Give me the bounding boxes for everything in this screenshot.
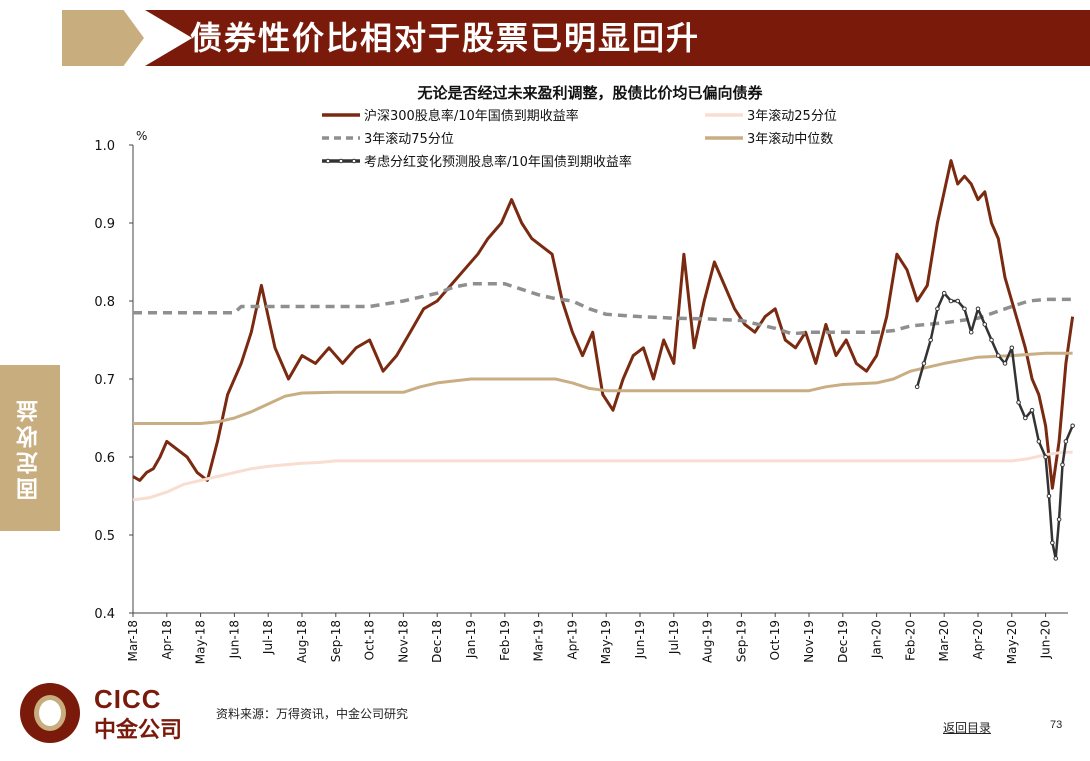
x-tick-label: May-19 — [599, 620, 613, 664]
y-tick-label: 0.7 — [94, 373, 115, 388]
series-point — [1009, 345, 1015, 351]
x-tick-label: Aug-19 — [701, 620, 715, 663]
x-tick-label: Apr-20 — [971, 620, 985, 660]
series-point — [982, 322, 988, 327]
x-tick-label: Jun-19 — [633, 620, 647, 659]
x-tick-label: Mar-18 — [126, 620, 140, 661]
x-tick-label: May-20 — [1005, 620, 1019, 664]
page-number: 73 — [1050, 719, 1063, 731]
series-point — [935, 306, 940, 312]
series-point — [928, 337, 933, 343]
x-tick-label: Feb-19 — [498, 620, 512, 661]
x-tick-label: Sep-19 — [734, 620, 748, 662]
header-banner — [145, 10, 1090, 66]
chart-axes: 1.0 0.9 0.8 0.7 0.6 0.5 0.4 Mar-18 Apr-18 May-18 J… — [94, 139, 1068, 664]
legend-label-1: 沪深300股息率/10年国债到期收益率 — [364, 108, 579, 124]
logo-text-cn: 中金公司 — [94, 718, 183, 743]
x-tick-label: Nov-19 — [802, 620, 816, 663]
x-tick-label: Dec-18 — [430, 620, 444, 663]
legend-marker — [338, 158, 344, 164]
x-tick-label: Jan-19 — [464, 620, 478, 659]
x-tick-label: Jul-19 — [667, 620, 681, 655]
page-title: 债券性价比相对于股票已明显回升 — [190, 19, 701, 57]
series-point — [968, 329, 974, 335]
logo-text-en: CICC — [94, 684, 162, 714]
legend-label-5: 考虑分红变化预测股息率/10年国债到期收益率 — [364, 154, 632, 170]
y-axis-unit: % — [136, 129, 147, 143]
back-to-contents-link[interactable]: 返回目录 — [943, 721, 992, 735]
series-point — [948, 298, 954, 304]
series-line-2 — [132, 450, 1073, 502]
series-point — [989, 337, 994, 343]
y-tick-label: 1.0 — [94, 139, 115, 154]
y-tick-label: 0.6 — [94, 451, 115, 466]
series-point — [941, 290, 947, 296]
series-point — [1023, 415, 1028, 421]
series-line-4 — [133, 351, 1073, 425]
series-point — [1029, 407, 1035, 413]
series-point — [1063, 439, 1069, 444]
x-tick-label: Nov-18 — [396, 620, 410, 663]
x-tick-label: May-18 — [194, 620, 208, 664]
x-tick-label: Mar-19 — [532, 620, 546, 661]
series-point — [1060, 462, 1065, 468]
series-point — [1050, 540, 1055, 546]
x-tick-label: Oct-18 — [363, 620, 377, 660]
series-point — [1043, 454, 1048, 460]
y-tick-label: 0.4 — [94, 607, 115, 622]
series-point — [914, 384, 920, 390]
series-point — [1002, 361, 1008, 366]
x-tick-label: Aug-18 — [295, 620, 309, 663]
legend-label-2: 3年滚动25分位 — [747, 108, 837, 124]
x-tick-label: Feb-20 — [903, 620, 917, 661]
y-tick-label: 0.9 — [94, 217, 115, 232]
series-line-1 — [132, 159, 1075, 490]
chart-title: 无论是否经过未来盈利调整，股债比价均已偏向债券 — [416, 84, 763, 102]
chart-series — [132, 159, 1075, 561]
legend-label-4: 3年滚动中位数 — [747, 131, 833, 147]
y-tick-label: 0.8 — [94, 295, 115, 310]
source-note: 资料来源：万得资讯，中金公司研究 — [216, 707, 409, 721]
series-point — [962, 306, 967, 312]
series-point — [1053, 556, 1059, 561]
series-point — [1036, 439, 1042, 444]
series-line-5 — [915, 291, 1074, 560]
series-point — [1016, 400, 1021, 405]
legend-marker — [351, 158, 357, 164]
x-tick-label: Dec-19 — [836, 620, 850, 663]
series-point — [921, 361, 927, 366]
chart-legend: 沪深300股息率/10年国债到期收益率 3年滚动25分位 3年滚动75分位 3年滚动中… — [322, 108, 837, 170]
x-tick-label: Jul-18 — [261, 620, 275, 655]
series-point — [1070, 423, 1075, 429]
cicc-logo-inner — [34, 695, 66, 731]
legend-label-3: 3年滚动75分位 — [364, 131, 454, 147]
x-tick-label: Jan-20 — [870, 620, 884, 659]
x-tick-label: Jun-20 — [1039, 620, 1053, 659]
series-point — [1056, 517, 1062, 522]
legend-marker — [325, 158, 331, 164]
series-point — [955, 298, 961, 304]
x-tick-label: Mar-20 — [937, 620, 951, 661]
x-tick-label: Apr-18 — [160, 620, 174, 660]
header-accent-tan — [62, 10, 144, 66]
series-line-3 — [133, 282, 1073, 336]
series-point — [995, 353, 1001, 358]
x-tick-label: Oct-19 — [768, 620, 782, 660]
x-tick-label: Sep-18 — [329, 620, 343, 662]
series-point — [1046, 493, 1052, 499]
sidebar-section-tab[interactable] — [0, 365, 60, 531]
x-tick-label: Apr-19 — [565, 620, 579, 660]
series-point — [975, 306, 981, 312]
x-tick-label: Jun-18 — [227, 620, 241, 659]
y-tick-label: 0.5 — [94, 529, 115, 544]
